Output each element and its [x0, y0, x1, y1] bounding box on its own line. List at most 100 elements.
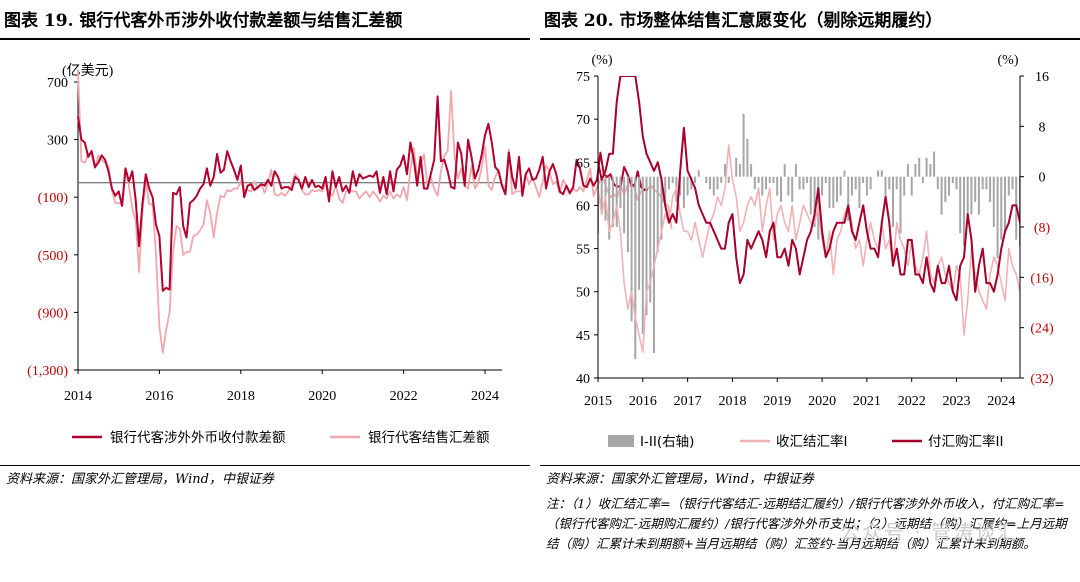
right-bar [989, 176, 992, 202]
right-bar [813, 176, 816, 227]
right-bar [776, 176, 779, 196]
right-bar [645, 176, 648, 316]
right-bar [608, 176, 611, 240]
right-bar [690, 176, 693, 190]
right-bar [746, 138, 749, 177]
right-bar [787, 176, 790, 196]
left-y-tick-label: (900) [38, 306, 69, 321]
right-bar [671, 176, 674, 183]
right-bar [720, 176, 723, 183]
left-x-tick-label: 2014 [64, 389, 92, 404]
right-bar [806, 176, 809, 183]
right-bar [697, 170, 700, 177]
right-bar [765, 176, 767, 190]
right-left-y-tick-label: 55 [576, 243, 590, 258]
right-x-tick-label: 2017 [674, 394, 702, 409]
left-chart: (亿美元)700 300 (100) (500) (900) (1,300) 2014 201… [27, 63, 673, 446]
right-right-y-tick-label: (24) [1030, 322, 1054, 337]
right-bar [738, 164, 741, 177]
left-x-tick-label: 2018 [227, 389, 255, 404]
right-x-tick-label: 2022 [898, 394, 926, 409]
right-bar [600, 176, 603, 215]
left-source: 资料来源：国家外汇管理局，Wind，中银证券 [6, 472, 274, 487]
left-unit-label: (亿美元) [62, 63, 114, 79]
right-bar [948, 176, 950, 196]
right-bar [735, 157, 738, 177]
right-bar [809, 176, 812, 215]
right-legend-label-0: I-II(右轴) [640, 434, 694, 450]
right-figure: 图表 20. 市场整体结售汇意愿变化（剔除远期履约） (%) (%) 75 70 65 6… [540, 0, 1080, 582]
right-bar [880, 170, 883, 177]
right-bar [850, 176, 853, 196]
left-x-tick-label: 2016 [145, 389, 173, 404]
right-bar [1007, 176, 1010, 196]
right-bar [660, 176, 663, 240]
right-bar [966, 176, 969, 221]
right-bar [705, 176, 708, 183]
left-y-tick-label: (100) [38, 191, 69, 206]
right-bar [783, 164, 786, 177]
right-bar [929, 164, 932, 177]
right-legend-label-1: 收汇结汇率I [776, 433, 847, 450]
right-x-tick-label: 2019 [763, 394, 791, 409]
right-x-tick-label: 2023 [943, 394, 971, 409]
right-bar-group [598, 113, 1073, 360]
right-bar [615, 176, 618, 227]
right-bar [753, 176, 756, 190]
right-bar [892, 176, 894, 227]
right-right-y-tick-label: (16) [1030, 271, 1054, 286]
left-y-tick-label: (500) [38, 249, 69, 264]
right-series-line-2 [598, 76, 1020, 302]
right-left-y-tick-label: 65 [576, 156, 590, 171]
left-x-tick-label: 2024 [471, 389, 499, 404]
right-bar [619, 176, 622, 209]
left-figure: 图表 19. 银行代客外币涉外收付款差额与结售汇差额 (亿美元) 700 300 (1… [0, 0, 673, 582]
right-bar [925, 157, 928, 177]
left-legend-label-0: 银行代客涉外外币收付款差额 [110, 429, 286, 446]
right-right-y-tick-label: (8) [1034, 221, 1051, 236]
right-bar [664, 176, 667, 202]
right-bar [1060, 177, 1062, 246]
right-bar [1071, 177, 1073, 234]
right-bar [772, 176, 775, 183]
right-bar [869, 176, 872, 190]
left-y-tick-label: (1,300) [27, 364, 68, 379]
right-bar [1000, 176, 1003, 240]
right-bar [940, 176, 943, 215]
right-bar [951, 176, 954, 183]
right-bar [903, 176, 906, 196]
right-bar [977, 176, 980, 215]
left-series-line-0 [77, 95, 648, 292]
right-left-y-tick-label: 70 [576, 113, 590, 128]
right-bar [933, 151, 936, 177]
right-bar [865, 176, 868, 196]
left-title-rule [0, 38, 530, 40]
right-bar [963, 176, 965, 246]
right-bar [712, 176, 715, 196]
right-x-tick-label: 2018 [718, 394, 746, 409]
right-bar [955, 176, 958, 190]
right-bar [836, 176, 838, 202]
right-bar [686, 176, 689, 196]
right-bar [899, 176, 902, 234]
right-bar [1034, 177, 1036, 209]
right-bar [981, 176, 984, 190]
right-bar [641, 176, 644, 334]
right-bar [847, 176, 850, 221]
right-left-y-tick-label: 45 [576, 329, 590, 344]
right-line-group [598, 76, 1020, 353]
right-bar [1064, 177, 1066, 202]
right-series-line-1 [598, 144, 1020, 353]
right-bar [630, 176, 633, 322]
right-bar [798, 176, 801, 190]
right-right-y-tick-label: (32) [1030, 372, 1054, 387]
right-bar [750, 164, 753, 177]
right-x-tick-label: 2015 [584, 394, 612, 409]
right-bar [824, 176, 827, 183]
right-bar [768, 176, 771, 183]
right-bar [742, 113, 745, 177]
right-bar [656, 176, 659, 253]
right-bar [918, 157, 921, 177]
right-bar [1068, 177, 1070, 271]
right-bar [906, 164, 909, 177]
